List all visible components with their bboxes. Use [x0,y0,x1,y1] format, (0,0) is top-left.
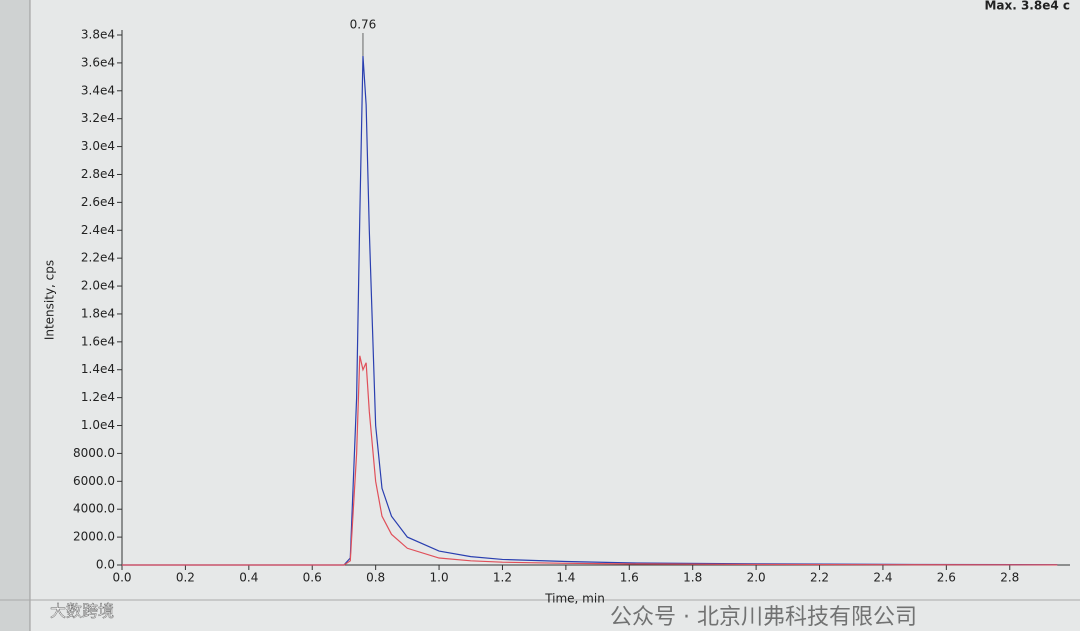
y-tick-label: 1.4e4 [81,362,115,376]
y-tick-label: 2.8e4 [81,167,115,181]
y-tick-label: 1.0e4 [81,418,115,432]
y-tick-label: 6000.0 [73,474,115,488]
header-text: Max. 3.8e4 c [984,0,1070,13]
y-tick-label: 3.6e4 [81,55,115,69]
x-tick-label: 0.8 [366,571,385,585]
y-tick-label: 1.2e4 [81,390,115,404]
data-line [122,55,1058,566]
x-tick-label: 2.4 [873,571,892,585]
x-tick-label: 1.2 [493,571,512,585]
y-tick-label: 3.0e4 [81,139,115,153]
x-tick-label: 1.8 [683,571,702,585]
side-panel [0,0,30,631]
x-tick-label: 0.6 [303,571,322,585]
x-tick-label: 0.0 [112,571,131,585]
watermark: 大数跨境 [50,602,114,621]
y-tick-label: 2.0e4 [81,279,115,293]
x-tick-label: 1.0 [430,571,449,585]
x-tick-label: 1.6 [620,571,639,585]
y-tick-label: 2.6e4 [81,195,115,209]
y-tick-label: 1.8e4 [81,306,115,320]
y-axis-label: Intensity, cps [43,260,57,340]
y-tick-label: 3.8e4 [81,28,115,42]
x-tick-label: 2.6 [937,571,956,585]
y-tick-label: 3.4e4 [81,83,115,97]
x-tick-label: 0.2 [176,571,195,585]
y-tick-label: 4000.0 [73,502,115,516]
y-tick-label: 0.0 [96,558,115,572]
y-tick-label: 2.2e4 [81,251,115,265]
watermark: 公众号 · 北京川弗科技有限公司 [610,605,917,630]
x-tick-label: 2.0 [747,571,766,585]
x-tick-label: 1.4 [556,571,575,585]
y-tick-label: 1.6e4 [81,334,115,348]
y-tick-label: 3.2e4 [81,111,115,125]
data-line [122,355,1058,566]
y-tick-label: 2000.0 [73,530,115,544]
x-axis-label: Time, min [544,592,605,606]
x-tick-label: 2.8 [1000,571,1019,585]
y-tick-label: 2.4e4 [81,223,115,237]
y-tick-label: 8000.0 [73,446,115,460]
x-tick-label: 0.4 [239,571,258,585]
annotation: 0.76 [350,18,377,32]
x-tick-label: 2.2 [810,571,829,585]
